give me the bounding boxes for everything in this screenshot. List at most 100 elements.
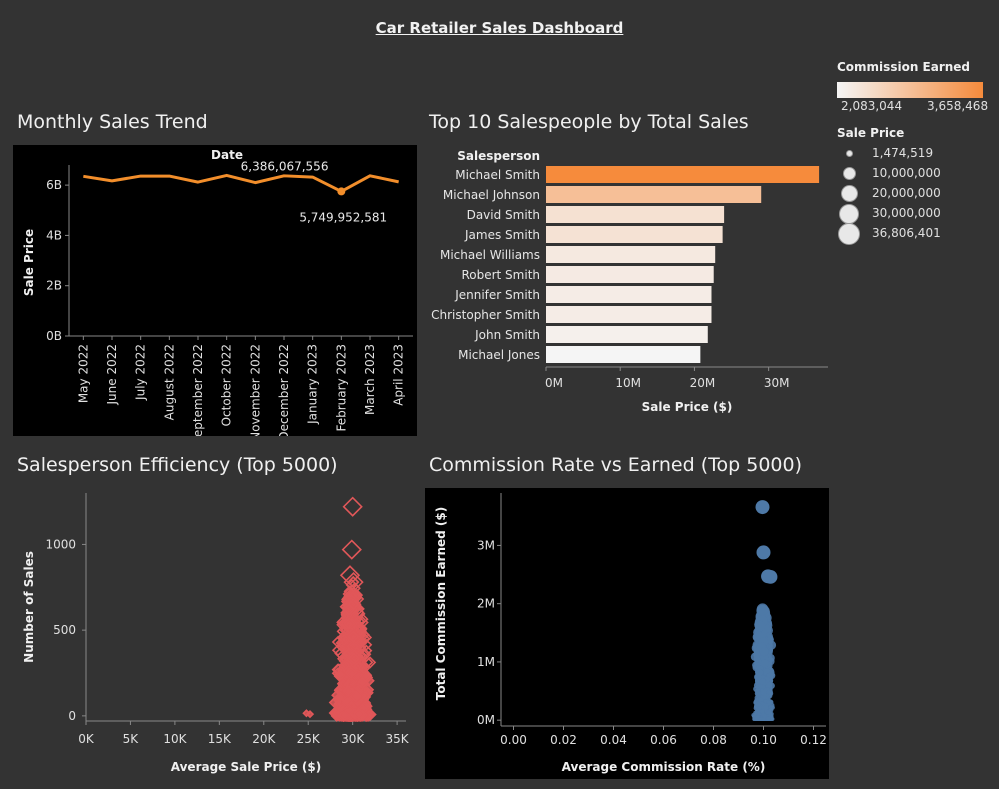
size-legend-label: 36,806,401: [872, 226, 941, 240]
circle-point: [755, 500, 770, 515]
diamond-point: [349, 689, 362, 703]
commission-scatter-chart[interactable]: 0M 1M 2M 3M 0.00 0.02 0.04 0.06 0.08 0.10 0.12 Aver…: [425, 488, 829, 779]
diamond-point: [343, 592, 356, 605]
diamond-point: [347, 630, 360, 643]
circle-point: [763, 705, 769, 711]
circle-point: [766, 716, 771, 721]
top10-title: Top 10 Salespeople by Total Sales: [429, 111, 749, 133]
color-legend-max: 3,658,468: [927, 99, 989, 113]
circle-point: [756, 603, 769, 616]
color-legend-min: 2,083,044: [841, 99, 903, 113]
x-tick-label: May 2022: [76, 344, 90, 403]
monthly-sales-line-chart[interactable]: Date Sale Price 0B 2B 4B 6B May 2022 June 2022 J…: [13, 145, 417, 436]
diamond-point: [342, 603, 356, 616]
salesperson-label: Robert Smith: [461, 268, 540, 282]
y-tick-label: 0M: [477, 713, 495, 727]
y-axis-title: Sale Price: [22, 229, 36, 296]
circle-point: [760, 689, 767, 696]
y-tick-label: 0: [68, 709, 76, 723]
x-tick-label: 0.00: [500, 733, 527, 747]
size-legend-item: 10,000,000: [837, 164, 997, 184]
size-dot-icon: [843, 167, 856, 180]
size-legend-label: 30,000,000: [872, 206, 941, 220]
commission-title: Commission Rate vs Earned (Top 5000): [429, 454, 802, 476]
y-tick-label: 1000: [45, 537, 76, 551]
salesperson-label: Jennifer Smith: [454, 288, 540, 302]
diamond-point: [357, 628, 370, 641]
x-tick-label: 35K: [386, 732, 410, 746]
salesperson-label: James Smith: [464, 228, 540, 242]
diamond-point: [341, 539, 362, 560]
diamond-point: [352, 615, 365, 628]
monthly-trend-title: Monthly Sales Trend: [17, 111, 208, 133]
color-gradient-labels: 2,083,044 3,658,468: [837, 98, 997, 114]
circle-point: [754, 620, 766, 632]
x-tick-label: 15K: [208, 732, 232, 746]
size-legend-title: Sale Price: [837, 126, 905, 140]
y-tick-label: 1M: [477, 655, 495, 669]
bar: [546, 226, 723, 243]
diamond-point: [363, 656, 377, 669]
size-legend-item: 1,474,519: [837, 144, 997, 164]
top-salespeople-bar-chart[interactable]: Salesperson Michael Smith Michael Johnson D…: [425, 140, 835, 430]
diamond-point: [360, 638, 373, 651]
x-tick-label: October 2022: [220, 344, 234, 426]
efficiency-title: Salesperson Efficiency (Top 5000): [17, 454, 338, 476]
bar: [546, 266, 714, 283]
x-axis-title: Sale Price ($): [642, 400, 733, 414]
size-dot-icon: [839, 204, 859, 224]
x-tick-label: 10K: [163, 732, 187, 746]
diamond-point: [334, 668, 347, 681]
x-tick-label: March 2023: [363, 344, 377, 415]
x-tick-label: 0.04: [600, 733, 627, 747]
diamond-point: [337, 638, 351, 651]
chart-background: [13, 145, 417, 436]
diamond-point: [334, 647, 347, 660]
diamond-point: [357, 662, 371, 675]
bar: [546, 206, 725, 223]
diamond-point: [350, 659, 363, 673]
circle-point: [756, 545, 771, 560]
size-legend-item: 36,806,401: [837, 223, 997, 245]
x-tick-label: 0M: [545, 376, 563, 390]
x-axis-title: Date: [211, 148, 243, 162]
salesperson-label: Michael Jones: [458, 348, 540, 362]
diamond-point: [340, 617, 353, 631]
circle-point: [766, 710, 771, 715]
diamond-point: [342, 685, 355, 698]
x-tick-label: January 2023: [306, 344, 320, 425]
y-tick-label: 3M: [477, 538, 495, 552]
x-tick-label: February 2023: [334, 344, 348, 432]
y-tick-label: 2B: [46, 279, 62, 293]
size-legend-label: 10,000,000: [872, 166, 941, 180]
salesperson-label: John Smith: [474, 328, 540, 342]
y-tick-label: 0B: [46, 329, 62, 343]
efficiency-scatter-chart[interactable]: 0 500 1000 0K 5K 10K 15K 20K 25K 30K 35K Average Sa…: [13, 488, 417, 784]
diamond-point: [346, 628, 359, 641]
y-tick-label: 6B: [46, 178, 62, 192]
x-tick-label: 0.08: [700, 733, 727, 747]
circle-point: [754, 690, 761, 697]
x-tick-label: 0.12: [800, 733, 827, 747]
diamond-point: [343, 617, 356, 630]
x-tick-label: December 2022: [277, 344, 291, 436]
bar: [546, 306, 712, 323]
diamond-point: [339, 565, 361, 586]
x-tick-label: 5K: [123, 732, 140, 746]
x-tick-label: 20K: [252, 732, 276, 746]
circle-point: [759, 647, 769, 657]
salesperson-label: Michael Johnson: [443, 188, 540, 202]
size-dot-icon: [838, 223, 860, 245]
dashboard-title: Car Retailer Sales Dashboard: [375, 19, 624, 37]
circle-point: [760, 659, 769, 668]
x-axis-title: Average Commission Rate (%): [562, 760, 766, 774]
circle-point: [763, 569, 778, 584]
diamond-point: [353, 607, 366, 620]
x-tick-label: 20M: [690, 376, 716, 390]
bar: [546, 326, 708, 343]
size-legend-label: 20,000,000: [872, 186, 941, 200]
x-axis-title: Average Sale Price ($): [171, 760, 322, 774]
scatter-points: [750, 500, 778, 722]
diamond-point: [341, 658, 354, 671]
diamond-point: [348, 649, 361, 662]
